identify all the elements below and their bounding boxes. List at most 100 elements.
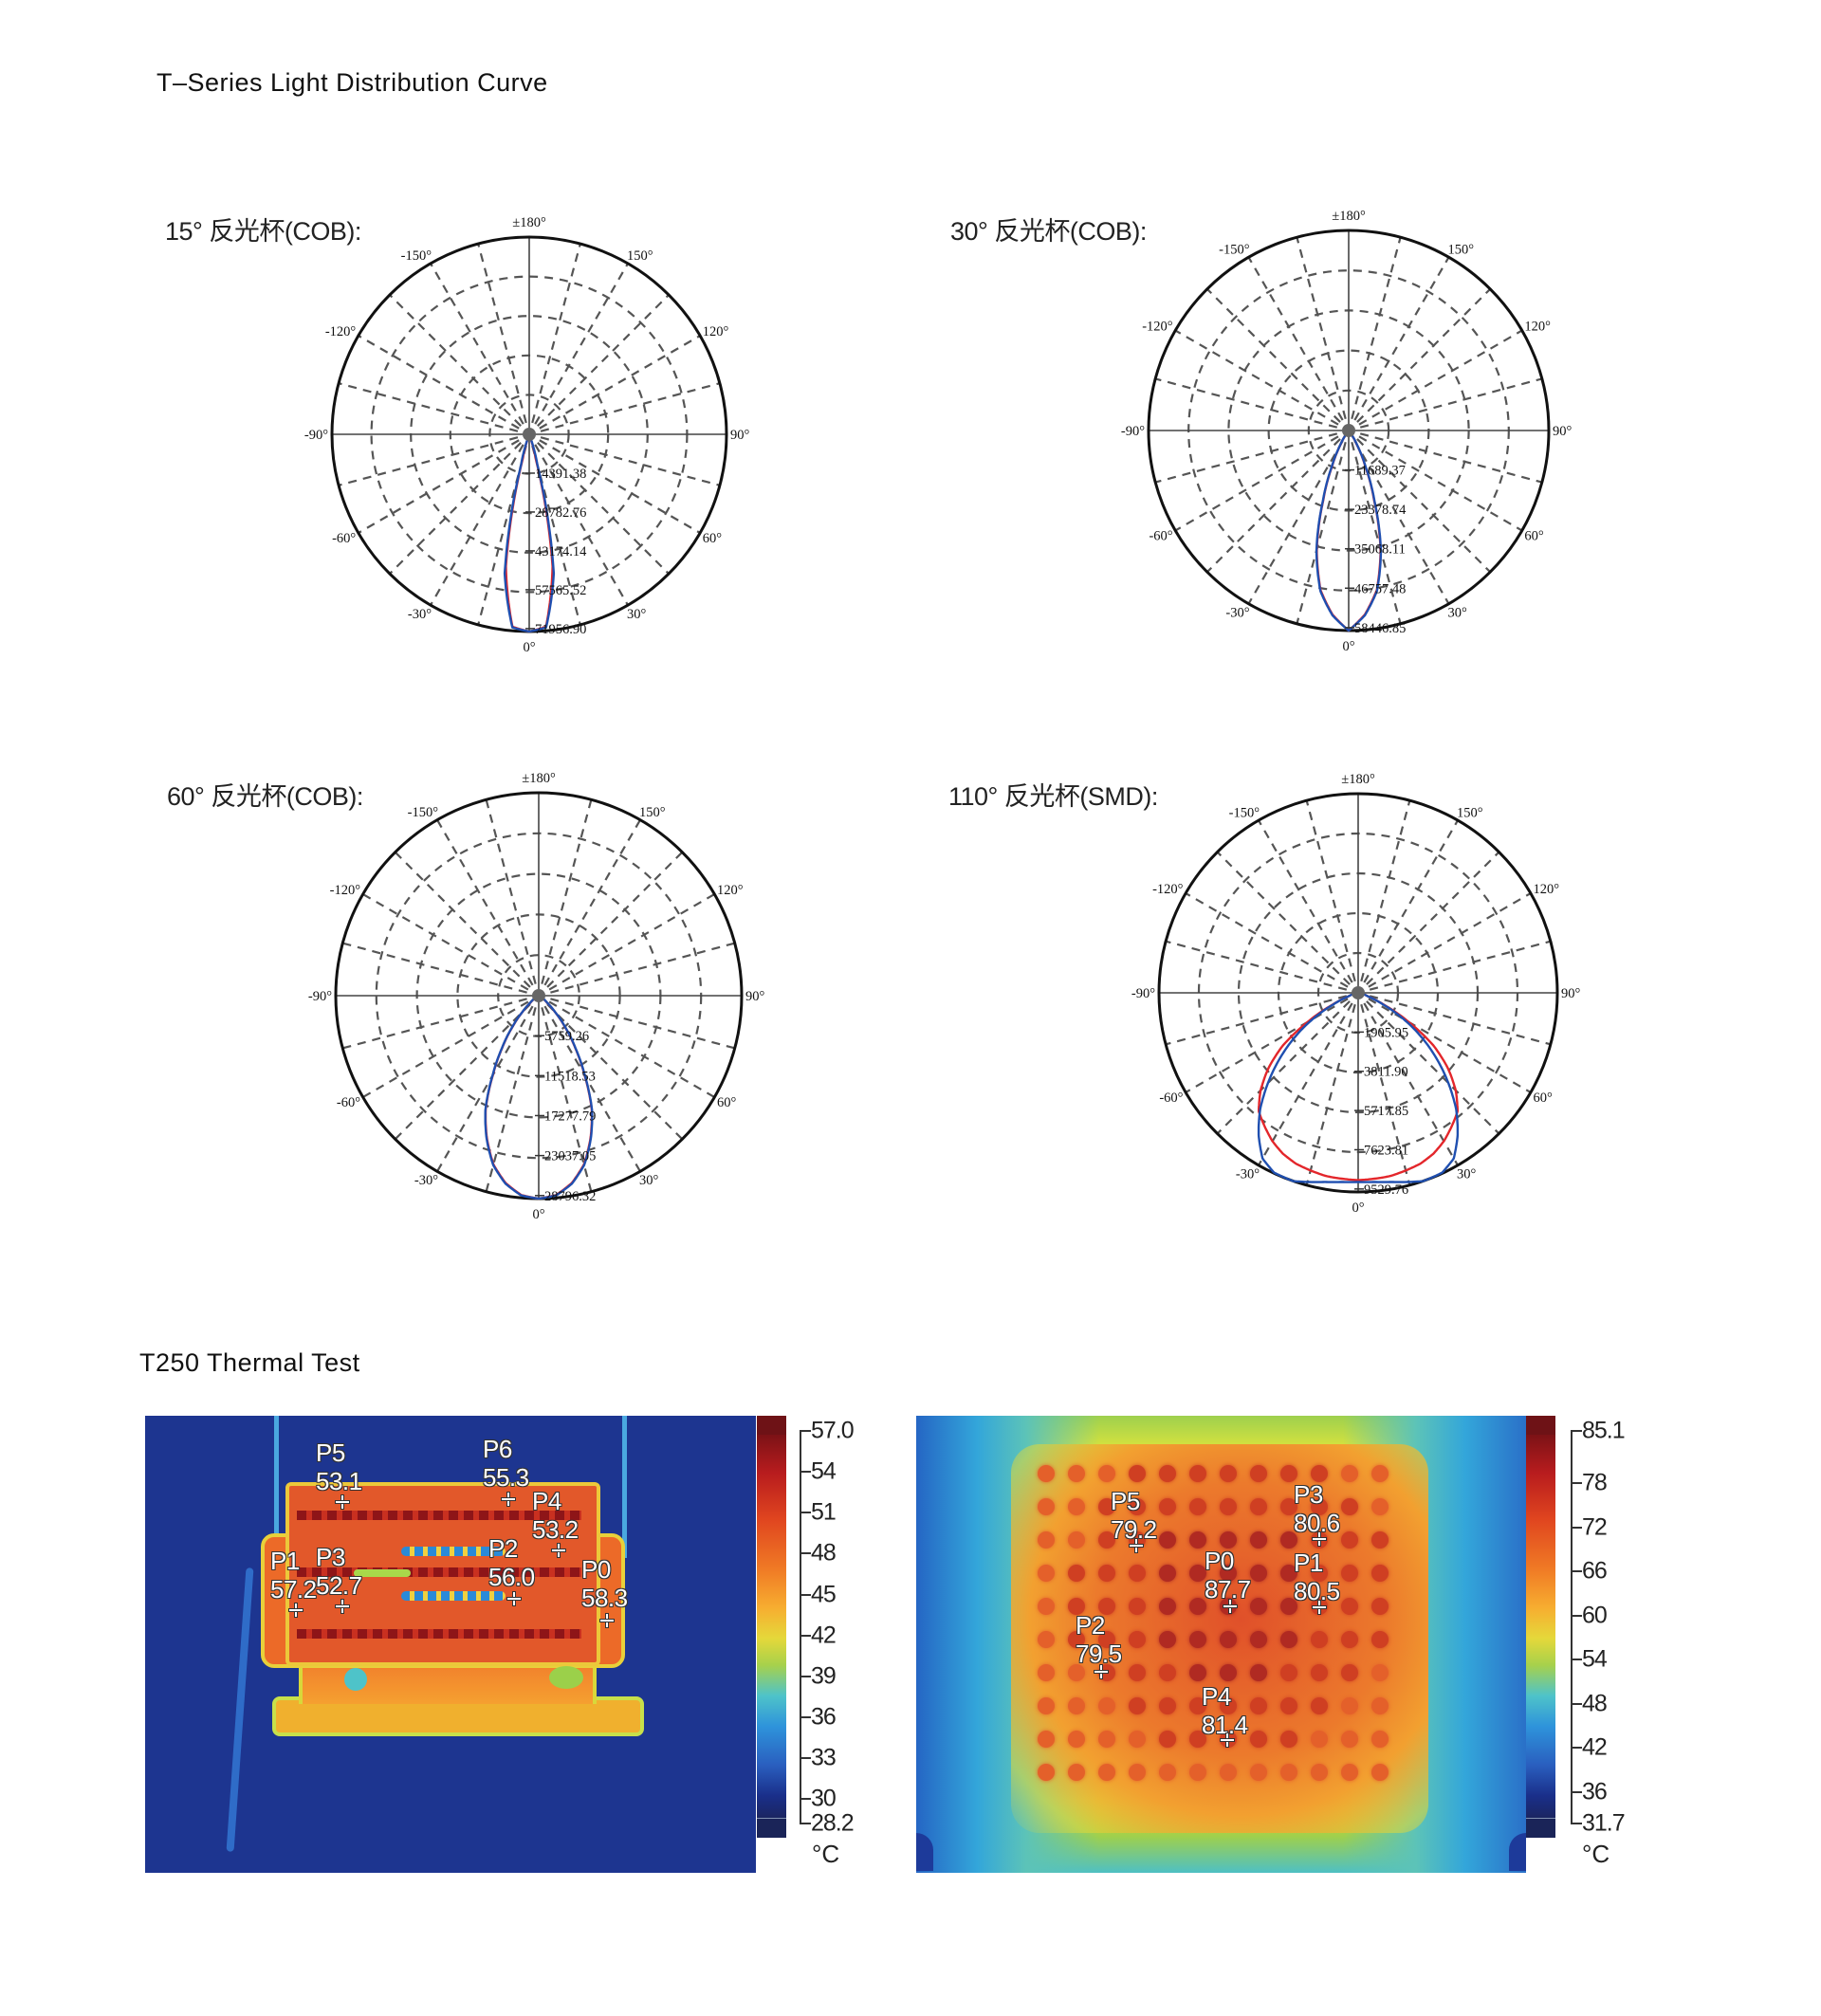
grid-spoke [1258, 1002, 1353, 1166]
point-label: P2 [488, 1534, 518, 1563]
led-dot [1159, 1531, 1176, 1549]
led-dot [1220, 1498, 1237, 1515]
led-dot [1068, 1764, 1085, 1781]
grid-spoke [1165, 940, 1348, 991]
scale-tick [1571, 1823, 1582, 1824]
fin-stripe [297, 1629, 581, 1639]
scale-tick-label: 36 [811, 1703, 837, 1731]
crosshair-icon [1223, 1600, 1237, 1613]
led-dot [1280, 1731, 1297, 1748]
led-dot [1038, 1565, 1055, 1582]
scale-tick [1571, 1614, 1582, 1617]
angle-label: -90° [1131, 986, 1155, 1001]
led-dot [1189, 1598, 1206, 1615]
grid-spoke [534, 263, 629, 425]
grid-spoke [358, 335, 520, 430]
grid-spoke [1360, 1003, 1411, 1186]
led-dot [1250, 1731, 1267, 1748]
grid-spoke [1154, 377, 1338, 429]
led-dot [1129, 1631, 1146, 1648]
grid-spoke [1356, 288, 1491, 423]
intensity-curve-blue [1315, 429, 1383, 632]
section-title-thermal: T250 Thermal Test [139, 1348, 360, 1377]
grid-spoke [1363, 1002, 1459, 1166]
led-dot [1038, 1598, 1055, 1615]
scale-tick-label: 54 [811, 1457, 837, 1485]
measure-point-p1: P1 57.2 [270, 1547, 317, 1604]
led-dot [1068, 1598, 1085, 1615]
point-label: P0 [1205, 1547, 1234, 1575]
grid-spoke [1185, 892, 1349, 988]
scale-tick [1571, 1570, 1582, 1573]
grid-spoke [1359, 432, 1543, 484]
grid-spoke [342, 998, 527, 1050]
scale-line [1571, 1431, 1573, 1824]
led-dot [1189, 1465, 1206, 1482]
radial-tick-label: 43174.14 [535, 544, 587, 559]
angle-label: 90° [745, 989, 765, 1004]
grid-spoke [548, 1000, 715, 1098]
angle-label: 90° [730, 428, 750, 443]
grid-spoke [1154, 432, 1338, 484]
measure-point-p3: P3 52.7 [316, 1543, 362, 1600]
led-dot [1129, 1598, 1146, 1615]
led-dot [1098, 1631, 1115, 1648]
point-label: P1 [1294, 1549, 1323, 1577]
grid-spoke [430, 444, 524, 606]
grid-spoke [1368, 892, 1532, 988]
mount-hole [344, 1668, 367, 1691]
polar-chart-60deg: 5759.26 11518.53 17277.79 23037.05 28796.320… [308, 771, 765, 1222]
grid-spoke [338, 436, 519, 486]
radial-tick-label: 57565.52 [535, 583, 586, 598]
point-label: P0 [581, 1555, 611, 1584]
led-dot [1220, 1465, 1237, 1482]
scale-tick [800, 1430, 811, 1432]
angle-label: -60° [337, 1095, 360, 1110]
led-dot [1098, 1498, 1115, 1515]
grid-spoke [1358, 329, 1523, 426]
grid-spoke [1216, 1000, 1351, 1135]
chart-title-15: 15° 反光杯(COB): [165, 217, 361, 246]
led-dot [1341, 1565, 1358, 1582]
angle-label: 90° [1553, 424, 1573, 439]
led-dot [1371, 1631, 1389, 1648]
radial-tick-label: 17277.79 [544, 1109, 596, 1124]
led-dot [1038, 1498, 1055, 1515]
measure-point-p1: P1 80.5 [1294, 1549, 1340, 1605]
angle-label: 150° [627, 248, 653, 264]
angle-label: -120° [325, 324, 357, 339]
hanging-wire [622, 1416, 627, 1558]
led-dot [1098, 1664, 1115, 1681]
angle-label: ±180° [1341, 772, 1375, 787]
crosshair-icon [1130, 1539, 1143, 1552]
measure-point-p5: P5 53.1 [316, 1439, 362, 1495]
led-dot [1189, 1631, 1206, 1648]
grid-spoke [1363, 819, 1459, 983]
led-dot [1371, 1531, 1389, 1549]
led-dot [1038, 1764, 1055, 1781]
grid-spoke [1366, 1000, 1500, 1135]
center-dot [1352, 986, 1365, 999]
angle-label: -120° [1152, 882, 1184, 897]
grid-spoke [541, 799, 593, 984]
led-dot [1341, 1531, 1358, 1549]
led-dot [1159, 1764, 1176, 1781]
point-label: P3 [1294, 1480, 1323, 1509]
led-dot [1280, 1565, 1297, 1582]
point-value: 52.7 [316, 1571, 362, 1600]
grid-spoke [1174, 329, 1339, 426]
grid-spoke [1369, 940, 1552, 991]
scale-tick [800, 1757, 811, 1759]
led-dot [1341, 1465, 1358, 1482]
led-dot [1159, 1697, 1176, 1714]
polar-chart-110deg: 1905.95 3811.90 5717.85 7623.81 9529.760° 30°… [1131, 772, 1581, 1216]
temperature-scale-2: 85.1 78 72 66 60 54 48 42 36 31.7 [1571, 1418, 1646, 1837]
measure-point-p4: P4 81.4 [1202, 1682, 1248, 1739]
angle-label: 30° [1457, 1167, 1477, 1182]
scale-tick-label: 31.7 [1582, 1809, 1626, 1837]
angle-label: 120° [1534, 882, 1560, 897]
scale-tick-label: 57.0 [811, 1417, 855, 1444]
led-dot [1341, 1631, 1358, 1648]
scale-tick-label: 33 [811, 1744, 837, 1771]
led-dot [1341, 1598, 1358, 1615]
